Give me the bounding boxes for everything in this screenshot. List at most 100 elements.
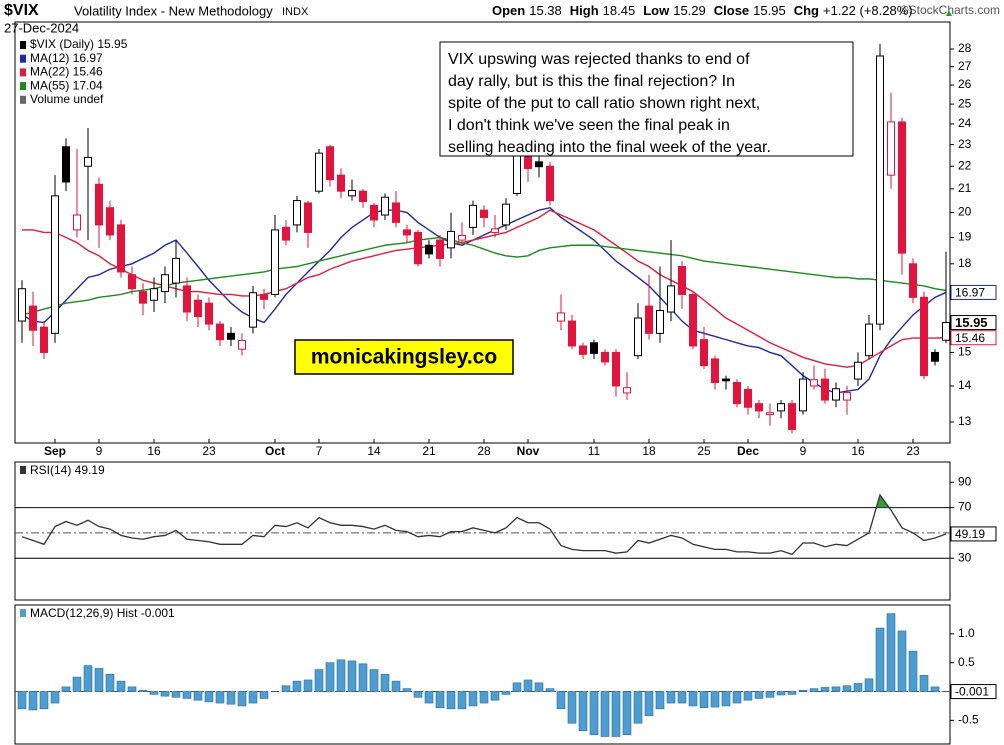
legend-label: $VIX (Daily) 15.95 bbox=[30, 37, 128, 51]
candle-body bbox=[271, 229, 279, 295]
macd-bar bbox=[105, 673, 115, 692]
macd-bar bbox=[765, 691, 775, 698]
y-tick-label: 27 bbox=[958, 59, 972, 73]
candle-body bbox=[689, 293, 697, 347]
y-tick-label: 18 bbox=[958, 256, 972, 270]
macd-bar bbox=[864, 678, 874, 692]
macd-bar bbox=[127, 686, 137, 692]
x-tick-label: Dec bbox=[737, 444, 759, 458]
macd-bar bbox=[259, 691, 269, 699]
macd-bar bbox=[281, 685, 291, 692]
price-panel bbox=[14, 21, 951, 444]
candle-body bbox=[711, 358, 719, 384]
value-label: 16.97 bbox=[955, 286, 985, 300]
candle-body bbox=[700, 339, 708, 367]
candle-body bbox=[623, 387, 631, 394]
annotation-box bbox=[439, 41, 854, 157]
macd-bar bbox=[303, 679, 313, 692]
value-label: 49.19 bbox=[955, 527, 985, 541]
x-tick-label: 23 bbox=[906, 444, 920, 458]
credit: ©StockCharts.com bbox=[900, 3, 1000, 17]
candle-body bbox=[733, 382, 741, 405]
macd-bar bbox=[457, 691, 467, 710]
macd-bar bbox=[710, 691, 720, 708]
legend-swatch bbox=[20, 54, 26, 63]
candle-body bbox=[304, 202, 312, 233]
candle-body bbox=[227, 332, 235, 340]
candle-body bbox=[469, 204, 477, 228]
candle-body bbox=[18, 288, 26, 322]
candle-body bbox=[249, 292, 257, 328]
candle-body bbox=[106, 207, 114, 236]
candle-body bbox=[238, 340, 246, 350]
moving-average bbox=[21, 206, 947, 394]
y-tick-label: 1.0 bbox=[958, 626, 975, 640]
macd-bar bbox=[908, 650, 918, 692]
date: 27-Dec-2024 bbox=[4, 20, 79, 35]
x-tick-label: 25 bbox=[697, 444, 711, 458]
macd-bar bbox=[17, 691, 27, 710]
quote-label: Low bbox=[643, 3, 670, 18]
y-tick-label: 21 bbox=[958, 181, 972, 195]
macd-bar bbox=[754, 691, 764, 699]
candle-body bbox=[337, 174, 345, 192]
quote-value: 18.45 bbox=[603, 3, 636, 18]
candle-body bbox=[172, 257, 180, 284]
macd-bar bbox=[567, 691, 577, 724]
candle-body bbox=[95, 183, 103, 226]
y-tick-label: 20 bbox=[958, 205, 972, 219]
candle-body bbox=[909, 263, 917, 298]
candle-body bbox=[370, 204, 378, 221]
candle-body bbox=[392, 202, 400, 223]
candle-body bbox=[436, 239, 444, 259]
candle-body bbox=[645, 305, 653, 334]
legend-label: Volume undef bbox=[30, 92, 104, 106]
macd-bar bbox=[61, 686, 71, 692]
value-label: 15.46 bbox=[955, 331, 985, 345]
quote-value: 15.29 bbox=[673, 3, 706, 18]
candle-body bbox=[634, 317, 642, 357]
y-tick-label: 24 bbox=[958, 116, 972, 130]
legend-swatch bbox=[20, 466, 26, 474]
macd-bar bbox=[556, 691, 566, 710]
macd-bar bbox=[248, 691, 258, 704]
y-tick-label: 0.5 bbox=[958, 655, 975, 669]
macd-bar bbox=[50, 691, 60, 704]
macd-bar bbox=[468, 691, 478, 707]
quote: Open 15.38 High 18.45 Low 15.29 Close 15.95 Chg +… bbox=[492, 3, 913, 18]
candle-body bbox=[150, 288, 158, 301]
x-tick-label: 28 bbox=[477, 444, 491, 458]
macd-bar bbox=[699, 691, 709, 708]
y-tick-label: 90 bbox=[958, 474, 972, 488]
candle-body bbox=[656, 310, 664, 334]
candle-body bbox=[843, 392, 851, 401]
x-tick-label: Nov bbox=[517, 444, 540, 458]
x-tick-label: Oct bbox=[265, 444, 285, 458]
macd-bar bbox=[182, 691, 192, 699]
macd-bar bbox=[886, 613, 896, 692]
macd-bar bbox=[688, 691, 698, 707]
price-plot bbox=[18, 43, 950, 434]
macd-bar bbox=[193, 691, 203, 701]
x-tick-label: 9 bbox=[96, 444, 103, 458]
annotation-line: selling heading into the final week of t… bbox=[448, 139, 771, 156]
quote-value: 15.38 bbox=[529, 3, 562, 18]
value-box bbox=[950, 315, 997, 331]
candle-body bbox=[40, 326, 48, 353]
macd-bar bbox=[919, 675, 929, 692]
macd-title: MACD(12,26,9) Hist -0.001 bbox=[30, 606, 175, 620]
macd-bar bbox=[545, 688, 555, 692]
candle-body bbox=[590, 342, 598, 354]
annotation-line: VIX upswing was rejected thanks to end o… bbox=[448, 51, 750, 68]
candle-body bbox=[876, 55, 884, 325]
candle-body bbox=[755, 403, 763, 412]
x-tick-label: 14 bbox=[367, 444, 381, 458]
x-tick-label: 18 bbox=[642, 444, 656, 458]
y-tick-label: 15 bbox=[958, 345, 972, 359]
macd-bar bbox=[402, 688, 412, 692]
macd-bar bbox=[666, 691, 676, 704]
x-tick-label: 23 bbox=[202, 444, 216, 458]
macd-bar bbox=[138, 690, 148, 692]
y-tick-label: -0.5 bbox=[958, 713, 979, 727]
x-tick-label: 16 bbox=[147, 444, 161, 458]
